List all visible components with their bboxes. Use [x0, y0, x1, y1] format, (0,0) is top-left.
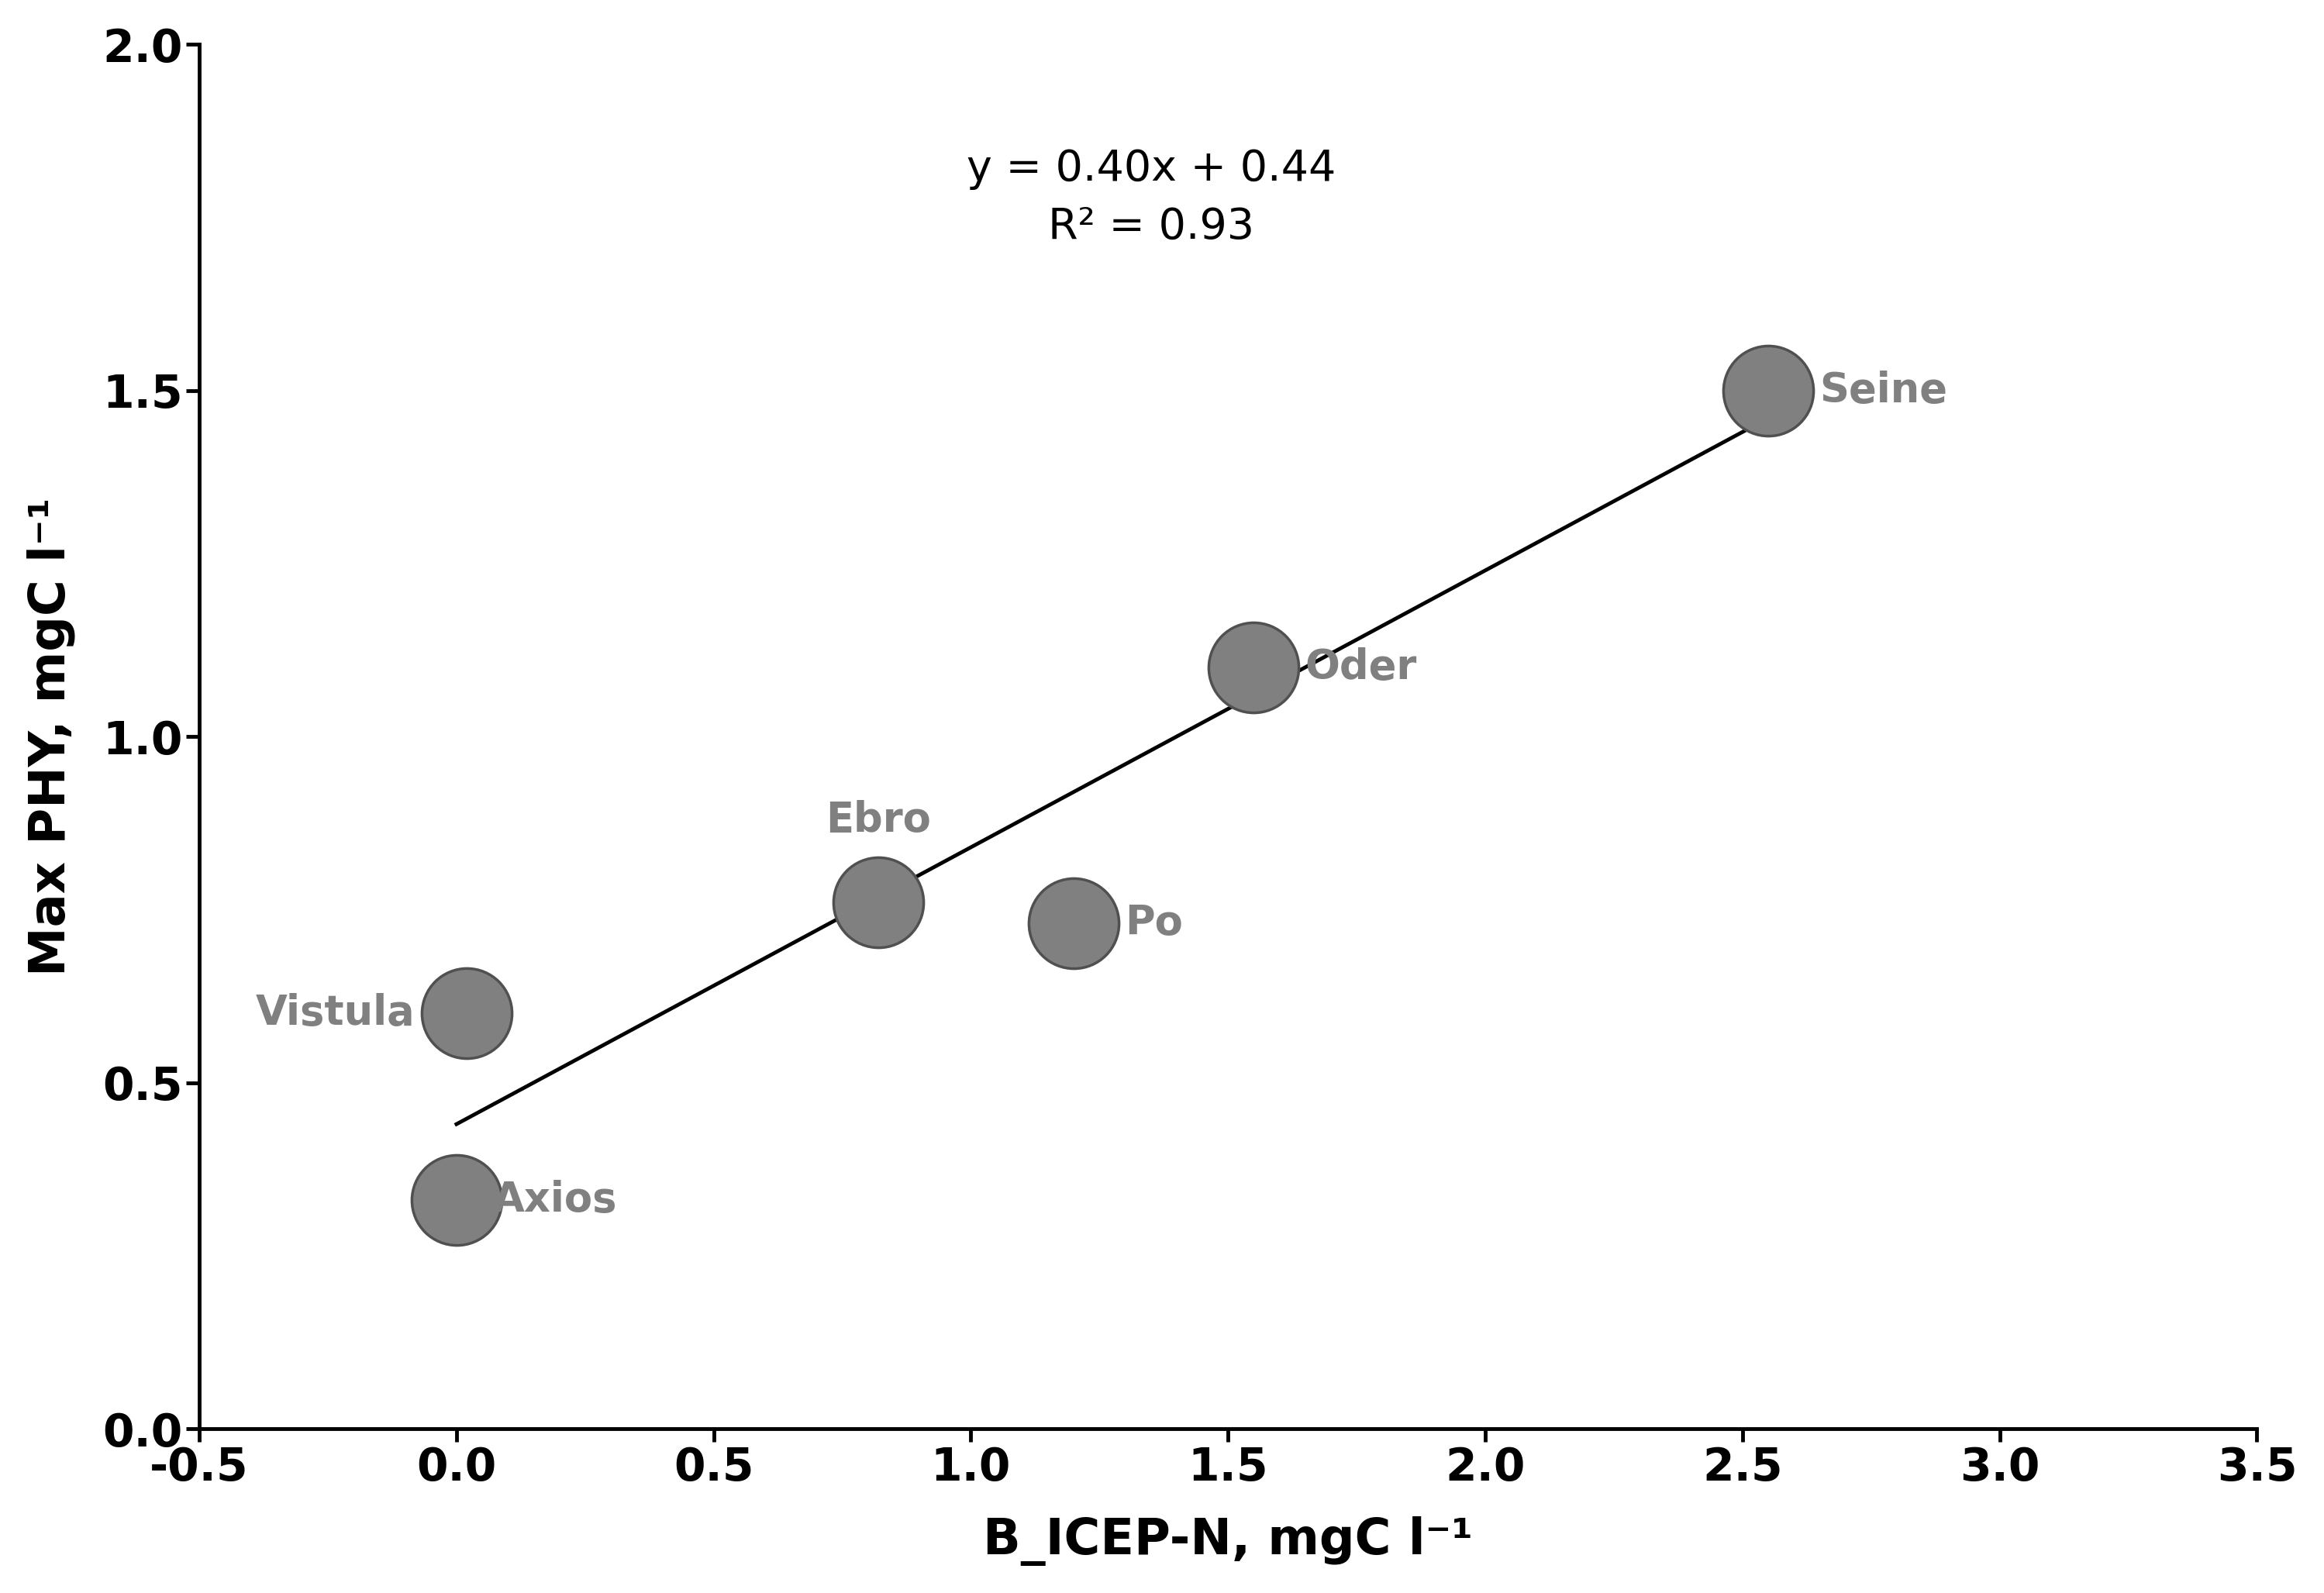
- Text: Vistula: Vistula: [256, 992, 416, 1034]
- Point: [1750, 378, 1787, 403]
- Text: Axios: Axios: [493, 1180, 616, 1220]
- Point: [860, 890, 897, 916]
- Text: Po: Po: [1125, 903, 1183, 943]
- Point: [1055, 911, 1092, 937]
- Point: [449, 1000, 486, 1026]
- X-axis label: B_ICEP-N, mgC l⁻¹: B_ICEP-N, mgC l⁻¹: [983, 1517, 1473, 1566]
- Text: y = 0.40x + 0.44
R² = 0.93: y = 0.40x + 0.44 R² = 0.93: [967, 148, 1336, 249]
- Text: Oder: Oder: [1306, 647, 1418, 688]
- Text: Seine: Seine: [1820, 370, 1948, 411]
- Y-axis label: Max PHY, mgC l⁻¹: Max PHY, mgC l⁻¹: [28, 497, 74, 977]
- Point: [437, 1187, 474, 1212]
- Text: Ebro: Ebro: [825, 800, 932, 841]
- Point: [1236, 655, 1274, 680]
